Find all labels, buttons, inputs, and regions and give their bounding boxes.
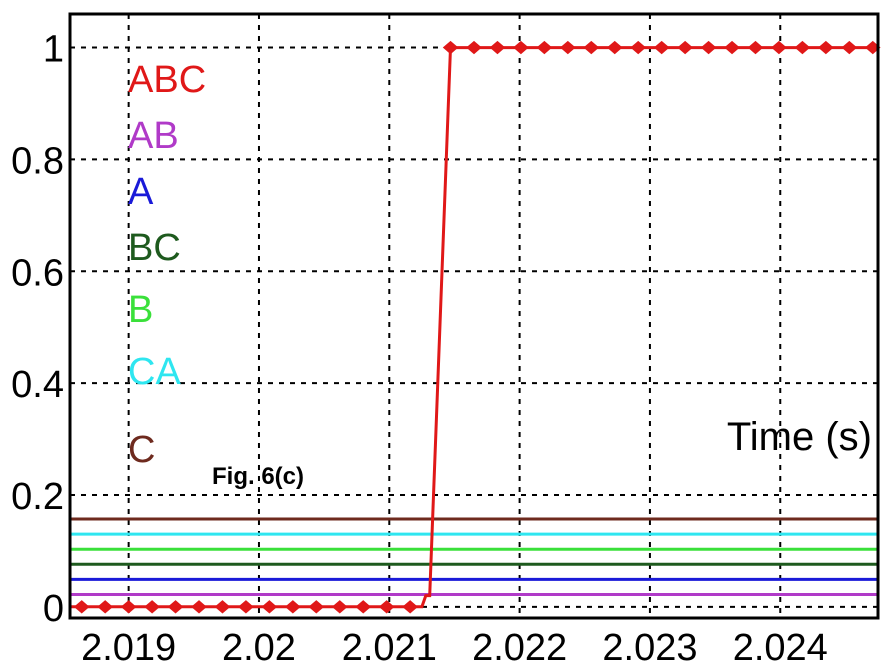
figure-annotation: Fig. 6(c): [212, 463, 304, 490]
abc-marker-17: [489, 40, 506, 55]
abc-marker-21: [583, 40, 600, 55]
y-tick-label-0: 0: [43, 588, 64, 630]
legend-item-a: A: [128, 171, 154, 213]
y-tick-label-2: 0.4: [11, 364, 64, 406]
abc-marker-9: [285, 600, 301, 614]
abc-marker-3: [144, 600, 160, 614]
y-tick-label-5: 1: [43, 29, 64, 71]
legend-item-abc: ABC: [128, 59, 206, 101]
abc-marker-11: [331, 600, 348, 614]
abc-marker-27: [724, 40, 740, 55]
abc-marker-14: [402, 600, 418, 614]
abc-marker-24: [653, 40, 670, 55]
legend-item-b: B: [128, 289, 153, 331]
abc-marker-33: [865, 40, 881, 55]
abc-marker-26: [700, 40, 717, 55]
abc-marker-20: [560, 40, 576, 55]
abc-marker-5: [191, 600, 207, 614]
y-tick-label-1: 0.2: [11, 476, 64, 518]
x-tick-label-1: 2.02: [222, 627, 296, 667]
legend-item-ca: CA: [128, 351, 181, 393]
abc-marker-32: [841, 40, 858, 55]
abc-marker-8: [261, 600, 278, 614]
plot-area: [70, 14, 878, 618]
abc-marker-12: [355, 600, 371, 614]
abc-marker-28: [747, 40, 764, 55]
abc-marker-2: [120, 600, 137, 614]
x-axis-label: Time (s): [727, 415, 872, 459]
abc-marker-1: [97, 600, 113, 614]
abc-marker-18: [513, 40, 529, 55]
abc-marker-19: [536, 40, 553, 55]
abc-marker-31: [818, 40, 834, 55]
x-tick-label-4: 2.023: [602, 627, 697, 667]
x-tick-label-0: 2.019: [81, 627, 176, 667]
abc-marker-25: [677, 40, 693, 55]
x-tick-label-2: 2.021: [342, 627, 437, 667]
legend-item-ab: AB: [128, 115, 179, 157]
legend-item-bc: BC: [128, 227, 181, 269]
x-tick-label-3: 2.022: [472, 627, 567, 667]
abc-marker-23: [630, 40, 646, 55]
abc-marker-10: [308, 600, 325, 614]
series-layer: [70, 40, 881, 614]
abc-marker-16: [466, 40, 482, 55]
abc-marker-22: [606, 40, 623, 55]
abc-marker-29: [771, 40, 787, 55]
plot-frame: [68, 12, 880, 620]
abc-marker-7: [238, 600, 254, 614]
abc-marker-13: [378, 600, 395, 614]
y-tick-label-3: 0.6: [11, 252, 64, 294]
y-tick-label-4: 0.8: [11, 140, 64, 182]
x-tick-label-5: 2.024: [733, 627, 828, 667]
abc-marker-4: [167, 600, 184, 614]
abc-marker-0: [73, 600, 90, 614]
abc-marker-6: [214, 600, 231, 614]
ticks: 2.019 2.02 2.021 2.022 2.023 2.024 0 0.2 0.4 0.6 0…: [11, 29, 828, 667]
legend-item-c: C: [128, 429, 155, 471]
abc-marker-15: [442, 40, 459, 55]
abc-marker-30: [794, 40, 811, 55]
